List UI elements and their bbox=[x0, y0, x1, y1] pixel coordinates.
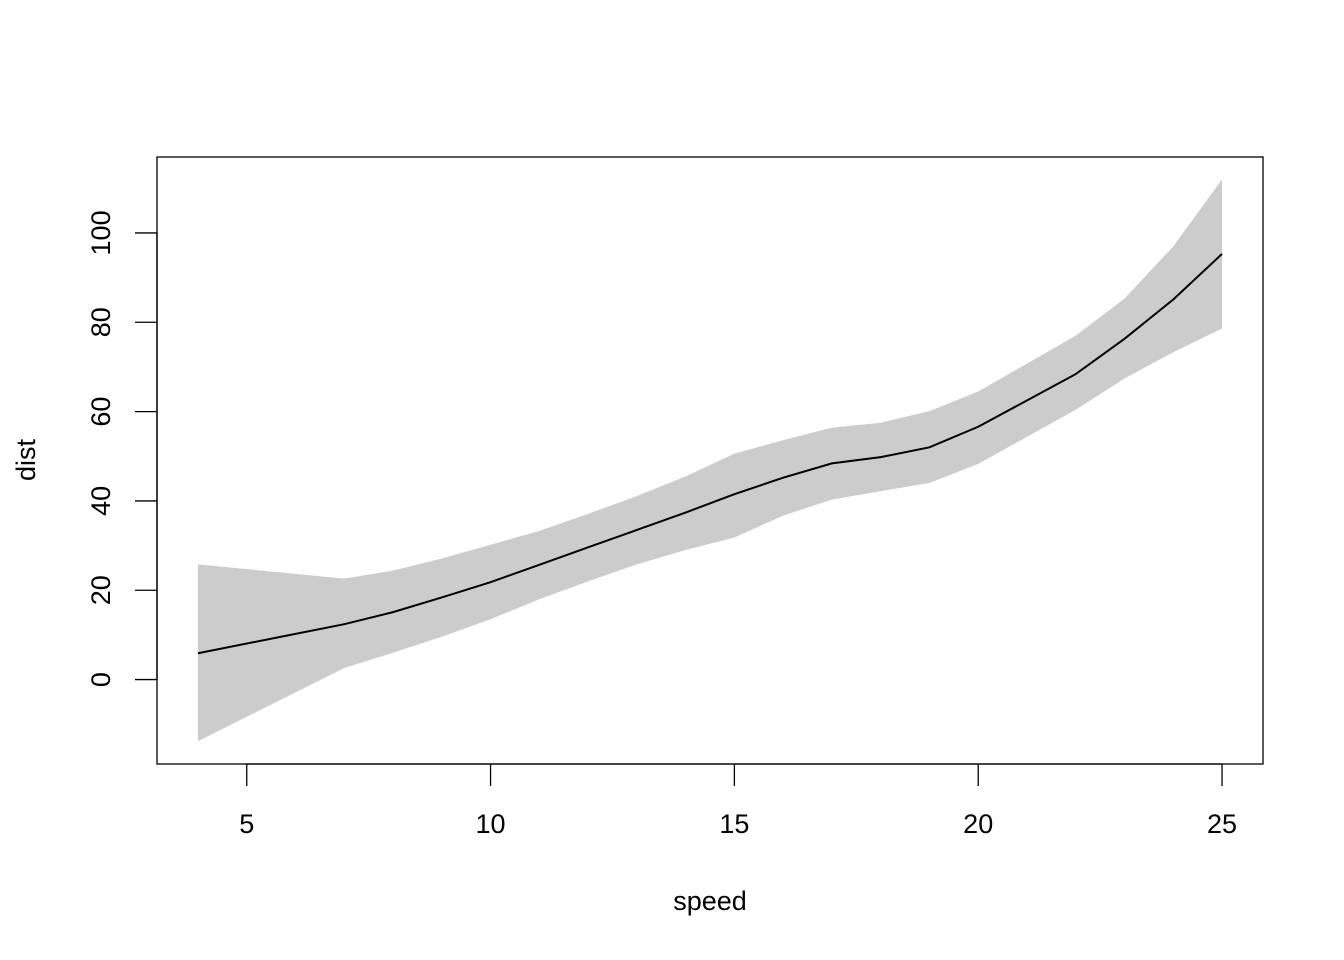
y-tick-label: 80 bbox=[86, 307, 116, 337]
confidence-band-layer bbox=[197, 179, 1223, 742]
x-tick-label: 20 bbox=[963, 809, 993, 839]
x-tick-label: 5 bbox=[239, 809, 254, 839]
y-tick-label: 20 bbox=[86, 575, 116, 605]
series-line bbox=[197, 253, 1223, 655]
x-tick-label: 10 bbox=[476, 809, 506, 839]
x-axis: 5 10 15 20 25 bbox=[239, 763, 1237, 839]
x-tick-label: 25 bbox=[1207, 809, 1237, 839]
y-tick-label: 40 bbox=[86, 486, 116, 516]
y-axis-title: dist bbox=[11, 439, 41, 482]
confidence-band bbox=[197, 179, 1223, 742]
series-line-layer bbox=[197, 253, 1223, 655]
y-axis: 0 20 40 60 80 100 bbox=[86, 210, 158, 687]
y-tick-label: 100 bbox=[86, 210, 116, 255]
x-tick-label: 15 bbox=[719, 809, 749, 839]
x-axis-title: speed bbox=[673, 886, 747, 916]
y-tick-label: 0 bbox=[86, 672, 116, 687]
y-tick-label: 60 bbox=[86, 397, 116, 427]
